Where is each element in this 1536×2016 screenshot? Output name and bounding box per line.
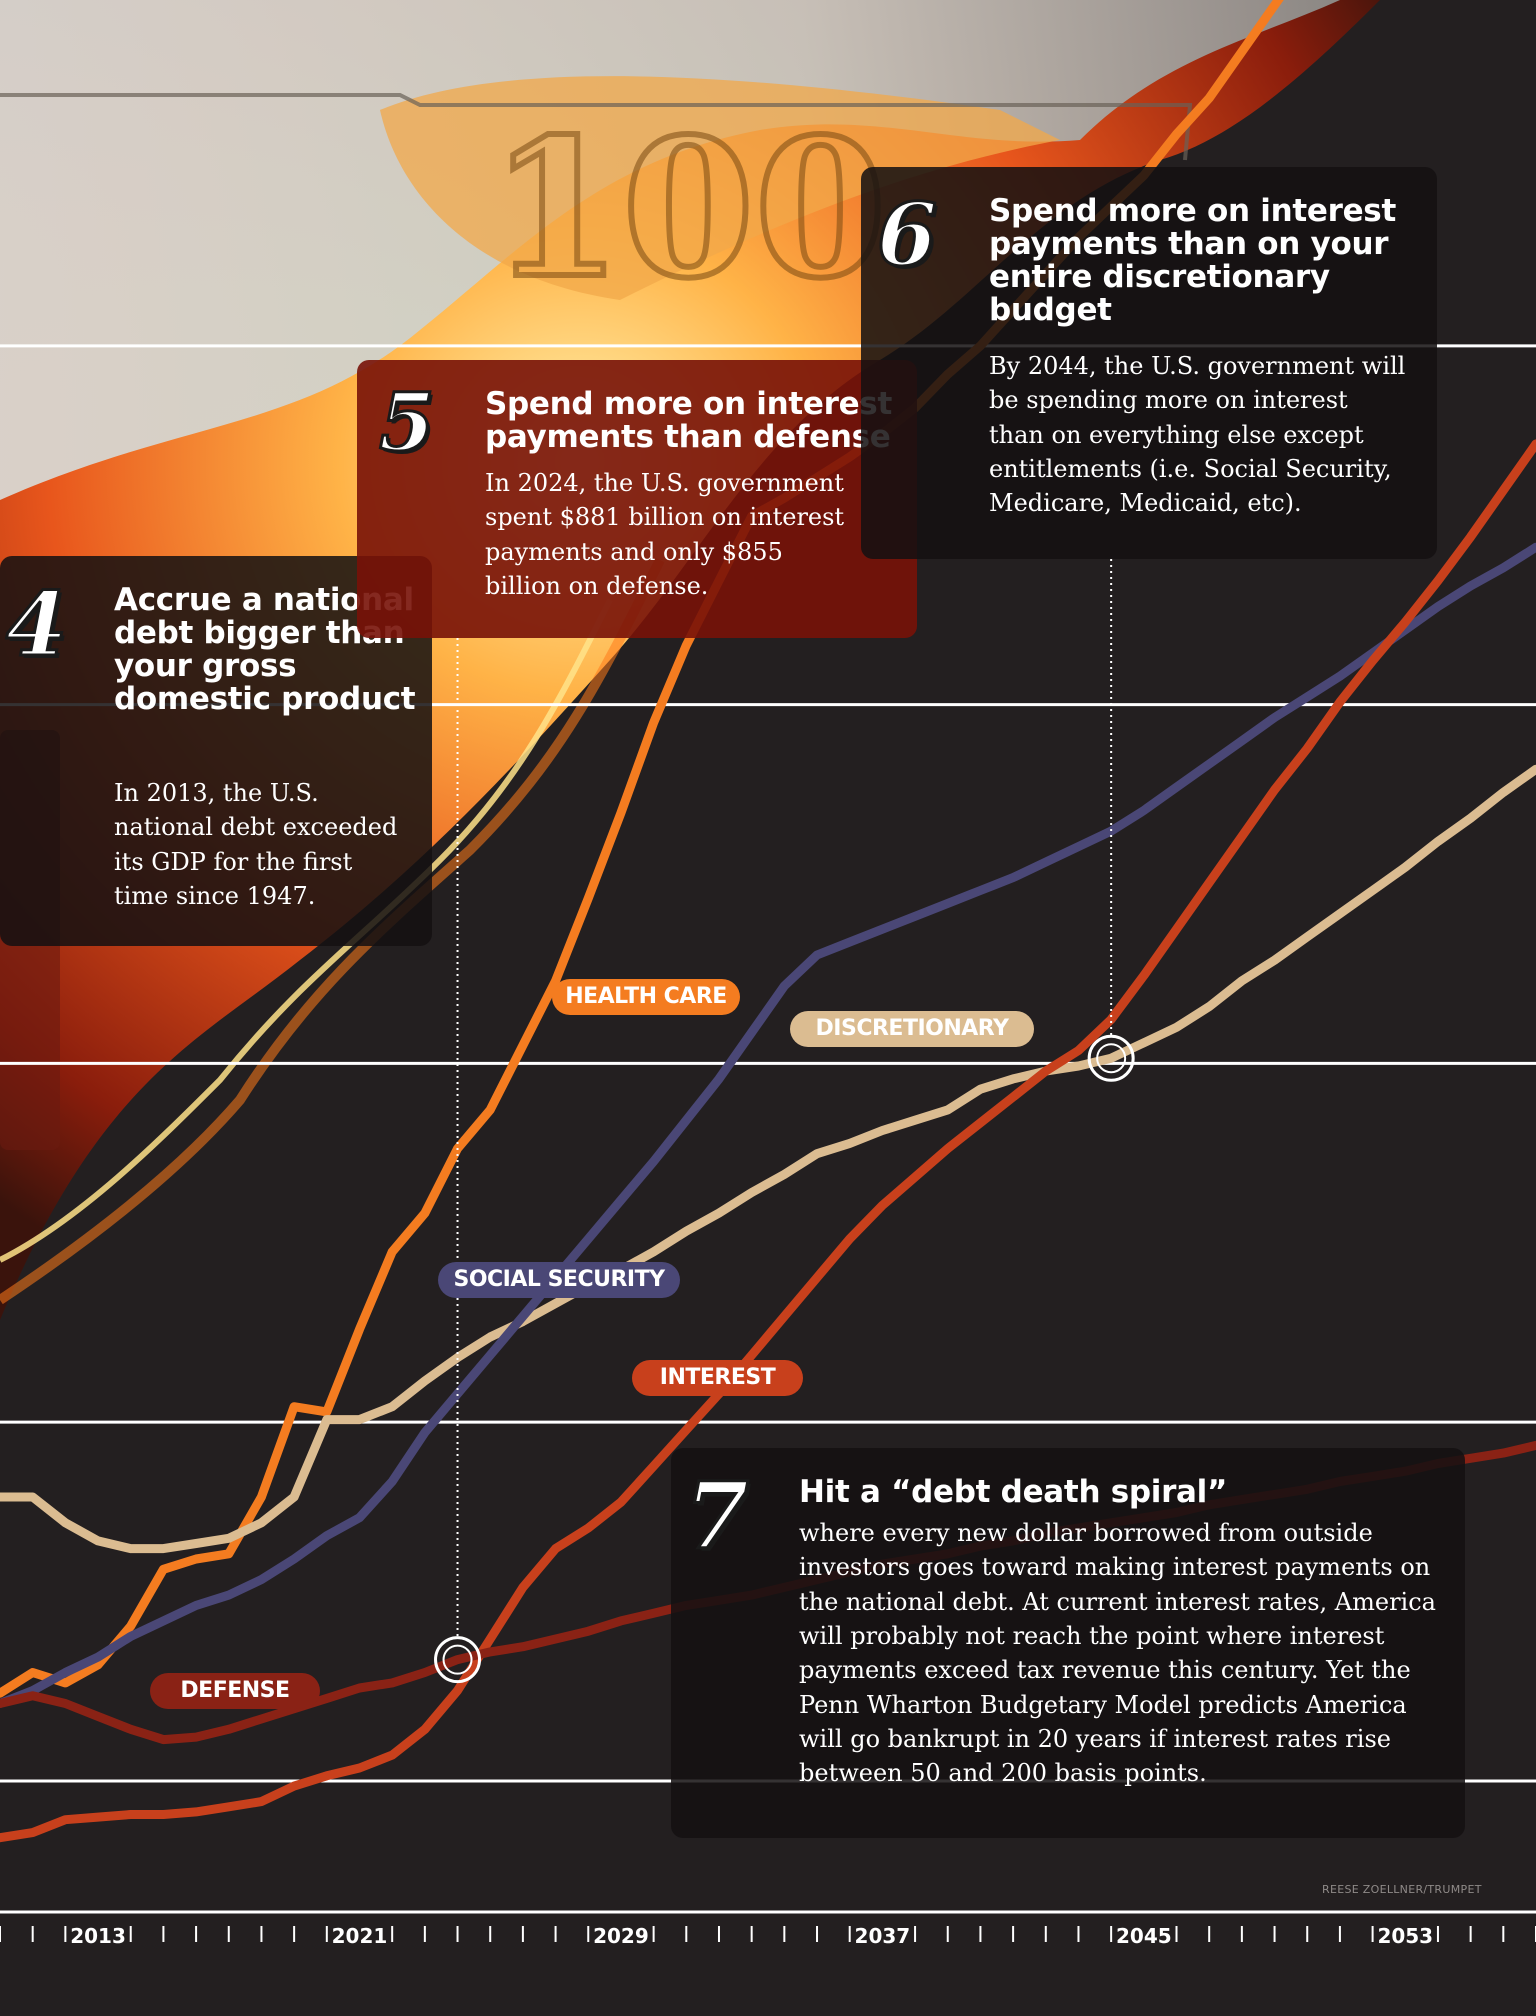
series-line-social-security [0, 542, 1536, 1708]
series-line-discretionary [0, 764, 1536, 1554]
milestone-5-text: In 2024, the U.S. government spent $881 … [485, 469, 845, 600]
burn-edge [0, 598, 613, 1263]
x-tick-label: 2013 [70, 1924, 126, 1948]
label-interest: INTEREST [632, 1360, 803, 1396]
milestone-7-title: Hit a “debt death spiral” [799, 1474, 1228, 1510]
milestone-7-number: 7 [683, 1462, 750, 1570]
label-health-care: HEALTH CARE [552, 979, 740, 1015]
x-tick-label: 2029 [593, 1924, 649, 1948]
x-tick-label: 2037 [855, 1924, 911, 1948]
label-social-security: SOCIAL SECURITY [438, 1262, 680, 1298]
milestone-7-box: 7 Hit a “debt death spiral” where every … [671, 1448, 1465, 1838]
milestone-5-number: 5 [378, 375, 437, 469]
milestone-6-number: 6 [876, 185, 939, 286]
burn-glow [0, 557, 665, 1305]
milestone-6-box: 6 Spend more on interest payments than o… [861, 167, 1437, 559]
bill-numeral: 100 [490, 97, 887, 320]
milestone-5-box: 5 Spend more on interest payments than d… [357, 360, 917, 638]
marker-ring [1087, 1034, 1135, 1082]
series-line-interest [0, 439, 1536, 1843]
marker-ring [434, 1636, 482, 1684]
x-tick-label: 2021 [332, 1924, 388, 1948]
x-axis: 2013 2021 2029 2037 2045 2053 [0, 1910, 1536, 1948]
photo-credit: REESE ZOELLNER/TRUMPET [1322, 1883, 1482, 1896]
x-tick-label: 2045 [1116, 1924, 1172, 1948]
label-defense: DEFENSE [150, 1673, 320, 1709]
event-markers [434, 559, 1135, 1684]
milestone-4-number: 4 [4, 572, 68, 676]
milestone-7-text: where every new dollar borrowed from out… [799, 1519, 1436, 1788]
label-discretionary: DISCRETIONARY [790, 1011, 1034, 1047]
marker-inner-ring [442, 1644, 473, 1675]
milestone-4-text: In 2013, the U.S. national debt exceeded… [114, 779, 398, 910]
milestone-6-title: Spend more on interest payments than on … [989, 193, 1396, 329]
milestone-5-title: Spend more on interest payments than def… [485, 386, 892, 456]
bill-gold-tint [380, 76, 1060, 300]
milestone-6-text: By 2044, the U.S. government will be spe… [989, 352, 1406, 518]
marker-inner-ring [1096, 1043, 1127, 1074]
x-tick-label: 2053 [1377, 1924, 1433, 1948]
